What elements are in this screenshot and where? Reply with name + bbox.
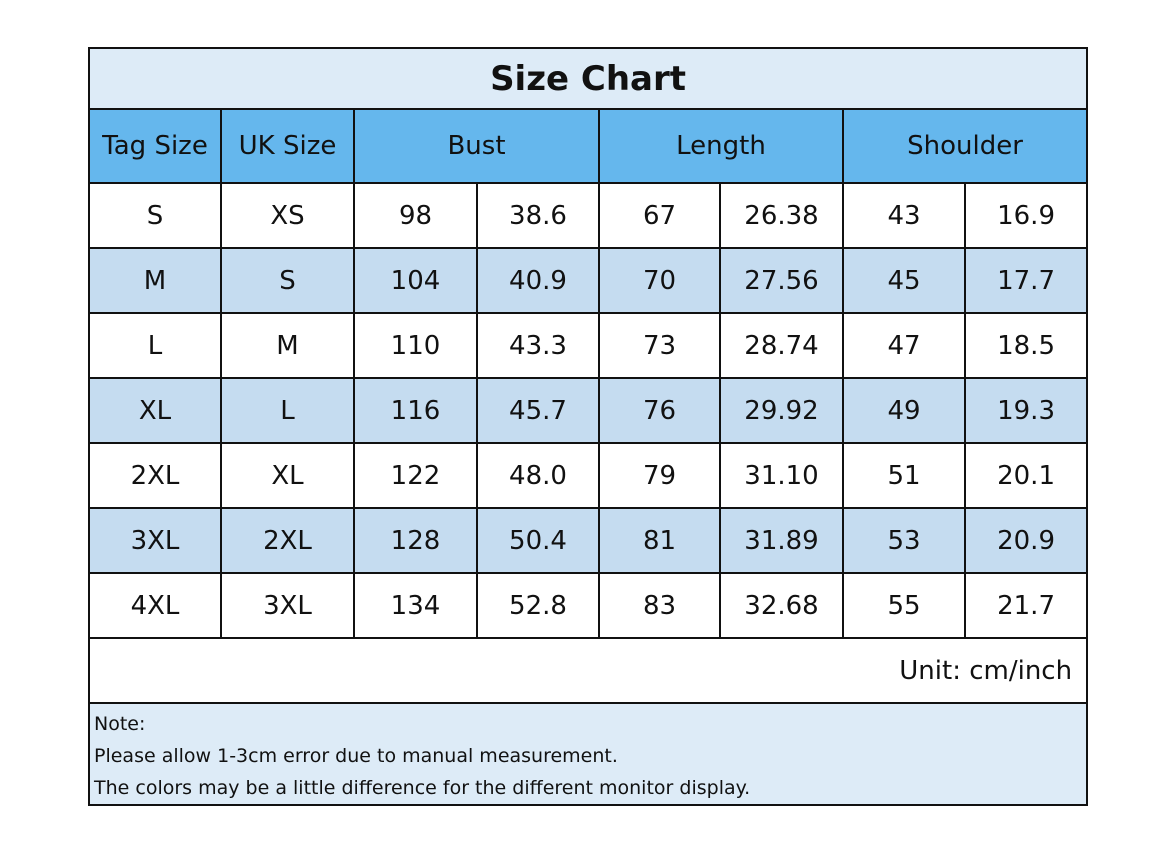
table-cell: 28.74	[719, 312, 844, 379]
table-cell: 20.9	[963, 507, 1089, 574]
table-cell: 45.7	[476, 377, 600, 444]
table-cell: 43.3	[476, 312, 600, 379]
note-line: The colors may be a little difference fo…	[94, 777, 751, 799]
table-cell: 47	[842, 312, 966, 379]
table-cell: 20.1	[963, 442, 1089, 509]
table-cell: 18.5	[963, 312, 1089, 379]
table-cell: 67	[598, 182, 721, 249]
table-cell: 45	[842, 247, 966, 314]
table-cell: L	[88, 312, 222, 379]
table-cell: 2XL	[220, 507, 355, 574]
table-cell: M	[88, 247, 222, 314]
table-row: XL L 116 45.7 76 29.92 49 19.3	[88, 377, 1089, 444]
table-cell: 27.56	[719, 247, 844, 314]
table-cell: 31.89	[719, 507, 844, 574]
table-cell: 98	[353, 182, 478, 249]
table-cell: 19.3	[963, 377, 1089, 444]
table-cell: 2XL	[88, 442, 222, 509]
note-line: Please allow 1-3cm error due to manual m…	[94, 745, 618, 767]
table-cell: 32.68	[719, 572, 844, 639]
table-cell: 17.7	[963, 247, 1089, 314]
table-cell: 29.92	[719, 377, 844, 444]
table-cell: 83	[598, 572, 721, 639]
header-uk-size: UK Size	[220, 108, 355, 184]
table-cell: 3XL	[220, 572, 355, 639]
note-label: Note:	[94, 713, 146, 735]
size-chart-table: Size Chart Tag Size UK Size Bust Length …	[87, 47, 1089, 806]
table-cell: 50.4	[476, 507, 600, 574]
table-cell: 43	[842, 182, 966, 249]
table-cell: 4XL	[88, 572, 222, 639]
table-cell: 116	[353, 377, 478, 444]
table-row: 3XL 2XL 128 50.4 81 31.89 53 20.9	[88, 507, 1089, 574]
table-cell: 40.9	[476, 247, 600, 314]
header-tag-size: Tag Size	[88, 108, 222, 184]
table-cell: 104	[353, 247, 478, 314]
table-cell: 110	[353, 312, 478, 379]
table-row: 2XL XL 122 48.0 79 31.10 51 20.1	[88, 442, 1089, 509]
table-cell: 52.8	[476, 572, 600, 639]
table-cell: 70	[598, 247, 721, 314]
table-cell: XL	[88, 377, 222, 444]
table-cell: XS	[220, 182, 355, 249]
table-row: 4XL 3XL 134 52.8 83 32.68 55 21.7	[88, 572, 1089, 639]
table-cell: 128	[353, 507, 478, 574]
header-shoulder: Shoulder	[841, 108, 1089, 184]
table-cell: 73	[598, 312, 721, 379]
table-cell: 79	[598, 442, 721, 509]
table-cell: 81	[598, 507, 721, 574]
table-cell: 31.10	[719, 442, 844, 509]
table-row: M S 104 40.9 70 27.56 45 17.7	[88, 247, 1089, 314]
table-cell: S	[220, 247, 355, 314]
table-cell: 3XL	[88, 507, 222, 574]
table-cell: 49	[842, 377, 966, 444]
table-cell: L	[220, 377, 355, 444]
table-cell: 122	[353, 442, 478, 509]
table-cell: 26.38	[719, 182, 844, 249]
table-row: S XS 98 38.6 67 26.38 43 16.9	[88, 182, 1089, 249]
table-cell: S	[88, 182, 222, 249]
table-cell: 48.0	[476, 442, 600, 509]
table-cell: M	[220, 312, 355, 379]
table-cell: 76	[598, 377, 721, 444]
header-bust: Bust	[353, 108, 600, 184]
table-cell: 134	[353, 572, 478, 639]
table-cell: 51	[842, 442, 966, 509]
unit-label: Unit: cm/inch	[87, 637, 1089, 704]
table-cell: 55	[842, 572, 966, 639]
table-cell: 21.7	[963, 572, 1089, 639]
table-cell: 16.9	[963, 182, 1089, 249]
table-row: L M 110 43.3 73 28.74 47 18.5	[88, 312, 1089, 379]
header-length: Length	[598, 108, 844, 184]
header-row: Tag Size UK Size Bust Length Shoulder	[88, 108, 1089, 184]
note-section: Note: Please allow 1-3cm error due to ma…	[87, 702, 1089, 806]
table-cell: 53	[842, 507, 966, 574]
table-title: Size Chart	[87, 47, 1089, 110]
table-cell: XL	[220, 442, 355, 509]
table-cell: 38.6	[476, 182, 600, 249]
